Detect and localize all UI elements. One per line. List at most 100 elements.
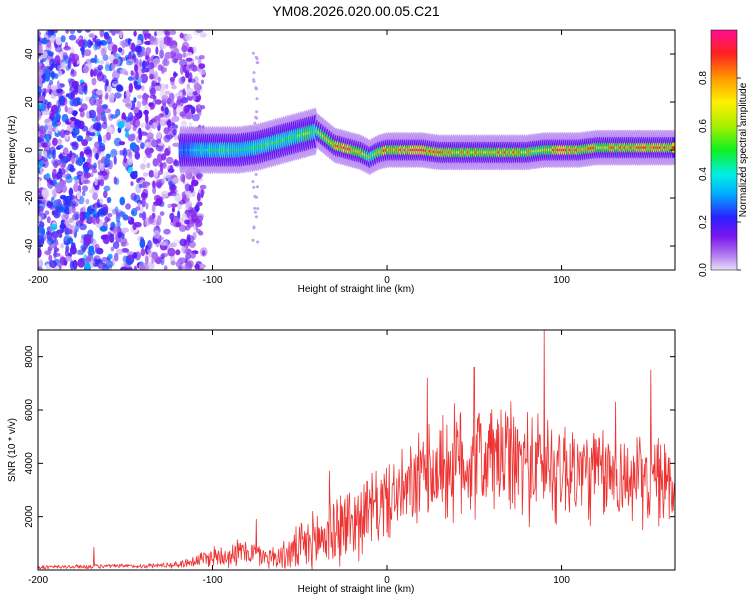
spectrogram-noise-speck: [55, 127, 59, 134]
spectrogram-noise-speck: [181, 41, 190, 52]
spectrogram-noise-speck: [117, 231, 122, 239]
spectrogram-noise-speck: [137, 94, 143, 99]
spectrogram-noise-speck: [163, 127, 170, 135]
spectrogram-noise-speck: [91, 77, 97, 86]
spectrogram-noise-speck: [93, 213, 99, 218]
spectrogram-noise-speck: [153, 181, 157, 189]
spectrogram-noise-speck: [186, 235, 195, 243]
spectrogram-noise-speck: [99, 59, 105, 65]
spectrogram-noise-speck: [201, 250, 206, 256]
spectrogram-noise-speck: [127, 112, 134, 122]
spectrogram-noise-speck: [101, 171, 108, 176]
spectrogram-noise-speck: [104, 64, 111, 72]
spectrogram-noise-speck: [38, 75, 43, 85]
spectrogram-noise-speck: [118, 141, 126, 146]
y-tick-label: 0: [24, 147, 35, 153]
spectrogram-noise-speck: [134, 170, 138, 176]
spectrogram-noise-speck: [92, 122, 101, 132]
spectrogram-noise-speck: [107, 253, 113, 260]
spectrogram-noise-speck: [139, 238, 146, 249]
spectrogram-noise-speck: [109, 226, 115, 231]
spectrogram-noise-speck: [161, 252, 169, 258]
spectrogram-noise-speck: [48, 70, 55, 76]
spectrogram-noise-speck: [155, 46, 159, 55]
spectrogram-noise-speck: [38, 199, 41, 205]
spectrogram-noise-speck: [77, 39, 86, 48]
spectrogram-noise-speck: [184, 203, 192, 211]
spectrogram-noise-speck: [163, 228, 171, 235]
spectrogram-noise-speck: [158, 83, 166, 93]
spectrogram-noise-speck: [112, 44, 118, 53]
spectrogram-noise-speck: [105, 92, 109, 98]
spectrogram-noise-speck: [119, 196, 126, 206]
spectrogram-noise-speck: [143, 109, 150, 115]
colorbar-tick-label: 0.0: [698, 263, 709, 277]
colorbar-tick-label: 0.2: [698, 215, 709, 229]
spectrogram-noise-speck: [171, 44, 178, 54]
spectrogram-noise-speck: [157, 215, 162, 226]
spectrogram-noise-speck: [140, 142, 145, 150]
spectrogram-noise-speck: [101, 256, 108, 263]
spectrogram-noise-speck: [185, 33, 192, 42]
spectrogram-noise-speck: [71, 220, 76, 227]
spectrogram-noise-speck: [141, 85, 145, 91]
x-tick-label: -200: [28, 575, 48, 586]
spectrogram-noise-speck: [197, 263, 206, 269]
spectrogram-noise-speck: [61, 168, 65, 174]
spectrogram-noise-speck: [82, 205, 87, 213]
spectrogram-noise-speck: [74, 213, 79, 221]
spectrogram-noise-speck: [172, 128, 177, 136]
spectrogram-noise-speck: [124, 71, 129, 76]
x-tick-label: 0: [384, 275, 390, 286]
spectrogram-noise-speck: [52, 168, 57, 175]
spectrogram-noise-speck: [100, 47, 107, 57]
spectrogram-noise-speck: [54, 55, 61, 64]
spectrogram-noise-speck: [141, 98, 146, 107]
spectrogram-noise-speck: [128, 82, 133, 93]
x-tick-label: -100: [203, 275, 223, 286]
spectrogram-noise-speck: [153, 115, 161, 123]
spectrogram-noise-speck: [61, 222, 65, 231]
spectrogram-noise-speck: [44, 118, 52, 126]
spectrogram-noise-speck: [159, 49, 165, 59]
spectrogram-noise-speck: [157, 64, 163, 71]
spectrogram-noise-speck: [57, 138, 63, 145]
spectrogram-noise-speck: [71, 205, 76, 214]
spectrogram-noise-speck: [173, 58, 179, 64]
spectrogram-noise-speck: [141, 211, 147, 221]
spectrogram-noise-speck: [193, 82, 201, 92]
spectrogram-noise-speck: [57, 98, 61, 108]
spectrogram-noise-speck: [169, 164, 174, 174]
spectrogram-noise-speck: [50, 239, 54, 244]
spectrogram-noise-speck: [151, 122, 157, 130]
spectrogram-noise-speck: [174, 195, 182, 202]
spectrogram-noise-speck: [100, 30, 104, 33]
spectrogram-noise-speck: [96, 113, 101, 123]
spectrogram-noise-speck: [145, 47, 152, 55]
spectrogram-noise-speck: [103, 190, 108, 199]
spectrogram-noise-speck: [67, 59, 71, 69]
spectrogram-noise-speck: [46, 231, 53, 242]
spectrogram-noise-speck: [85, 30, 91, 33]
spectrogram-noise-speck: [69, 164, 75, 173]
spectrogram-noise-speck: [194, 264, 200, 270]
spectrogram-noise-speck: [84, 234, 92, 245]
spectrogram-noise-speck: [49, 58, 56, 67]
spectrogram-noise-speck: [165, 83, 169, 90]
spectrogram-noise-speck: [99, 142, 106, 152]
y-tick-label: 6000: [24, 398, 35, 421]
spectrogram-noise-speck: [45, 41, 52, 52]
spectrogram-noise-speck: [97, 263, 104, 270]
spectrogram-noise-speck: [106, 217, 111, 222]
spectrogram-noise-speck: [93, 43, 98, 51]
spectrogram-noise-speck: [93, 255, 101, 263]
spectrogram-noise-speck: [191, 179, 199, 187]
spectrogram-noise-speck: [76, 190, 81, 200]
spectrogram-noise-speck: [133, 194, 141, 203]
spectrogram-noise-speck: [121, 227, 129, 233]
spectrogram-noise-speck: [70, 90, 76, 99]
spectrogram-noise-speck: [130, 133, 136, 138]
spectrogram-noise-speck: [127, 76, 134, 81]
spectrogram-noise-speck: [194, 55, 199, 60]
spectrogram-noise-speck: [121, 40, 126, 49]
